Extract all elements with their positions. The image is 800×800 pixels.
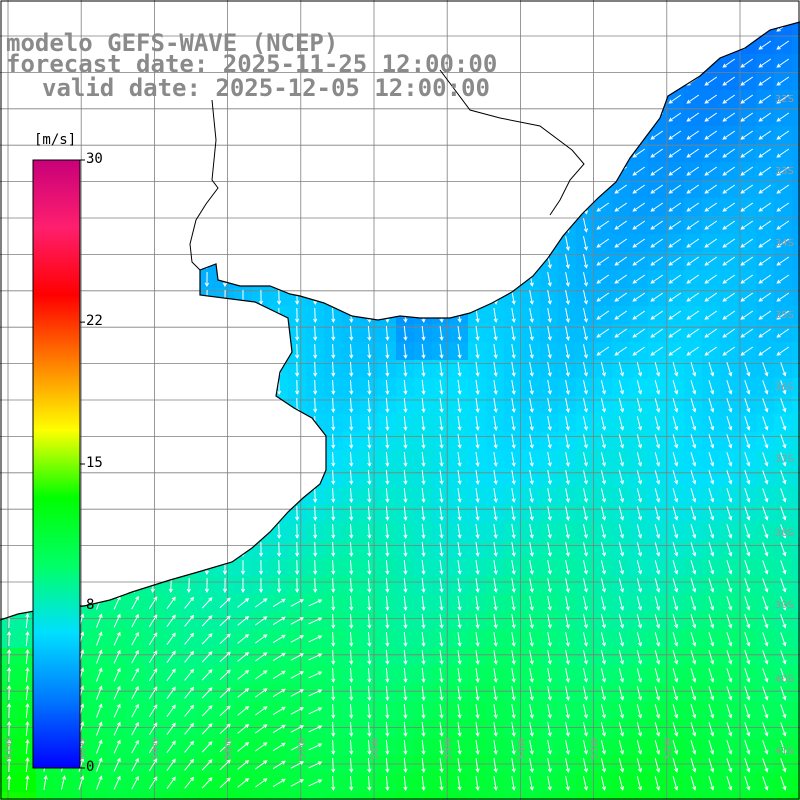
coastline: [0, 21, 800, 621]
lon-label: 56W: [370, 737, 381, 760]
colorbar-tick-label: 0: [86, 759, 95, 775]
lat-label: 33S: [775, 166, 794, 177]
lat-label: 32S: [775, 94, 794, 105]
forecast-date: forecast date: 2025-11-25 12:00:00: [6, 50, 498, 78]
colorbar-tick-label: 22: [86, 313, 103, 330]
lon-label: 61W: [4, 737, 15, 760]
lon-label: 54W: [516, 737, 527, 760]
lon-label: 58W: [224, 737, 235, 760]
colorbar-tick-label: 15: [86, 455, 103, 471]
valid-date: valid date: 2025-12-05 12:00:00: [42, 74, 490, 102]
lat-label: 35S: [775, 310, 794, 321]
colorbar: [32, 159, 81, 769]
model-title: modelo GEFS-WAVE (NCEP): [6, 29, 339, 57]
lat-label: 34S: [775, 238, 794, 249]
lon-label: 53W: [590, 737, 601, 760]
lat-label: 36S: [775, 382, 794, 393]
lat-label: 37S: [775, 454, 794, 465]
colorbar-tick-label: 30: [86, 151, 103, 167]
lat-label: 38S: [775, 528, 794, 539]
colorbar-unit: [m/s]: [34, 132, 77, 148]
lon-label: 55W: [443, 737, 454, 760]
lon-label: 52W: [663, 737, 674, 760]
lon-label: 57W: [297, 737, 308, 760]
lon-label: 59W: [150, 737, 161, 760]
colorbar-tick-label: 8: [86, 596, 95, 613]
lat-label: 40S: [775, 674, 794, 685]
lon-label: 60W: [77, 737, 88, 760]
axis-labels: 32S 33S 34S 35S 36S 37S 38S 39S 40S 41S 61W 60W 59W 5…: [4, 94, 794, 760]
lat-label: 39S: [775, 600, 794, 611]
lat-label: 41S: [775, 746, 794, 757]
